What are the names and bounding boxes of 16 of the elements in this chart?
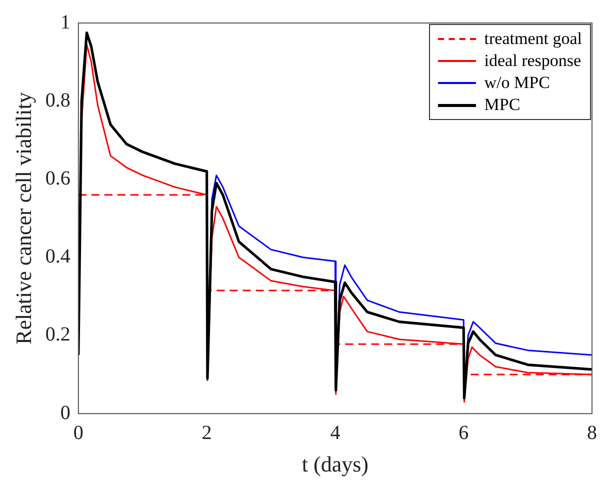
legend-label: ideal response [484, 51, 582, 71]
legend-label: MPC [484, 95, 520, 115]
x-tick-label: 6 [458, 422, 469, 444]
x-tick-label: 8 [587, 422, 597, 444]
y-tick-label: 0.8 [45, 89, 70, 112]
y-tick-label: 0.6 [45, 167, 70, 190]
y-axis-title: Relative cancer cell viability [10, 92, 36, 344]
y-tick-label: 0 [60, 402, 70, 424]
x-tick-label: 4 [330, 422, 340, 444]
y-tick-label: 0.4 [45, 246, 70, 268]
y-tick-label: 1 [60, 11, 70, 34]
x-axis-title: t (days) [302, 452, 368, 477]
legend-label: w/o MPC [484, 73, 550, 93]
x-tick-label: 2 [202, 422, 212, 444]
y-tick-label: 0.2 [45, 324, 70, 346]
legend-label: treatment goal [484, 29, 582, 49]
